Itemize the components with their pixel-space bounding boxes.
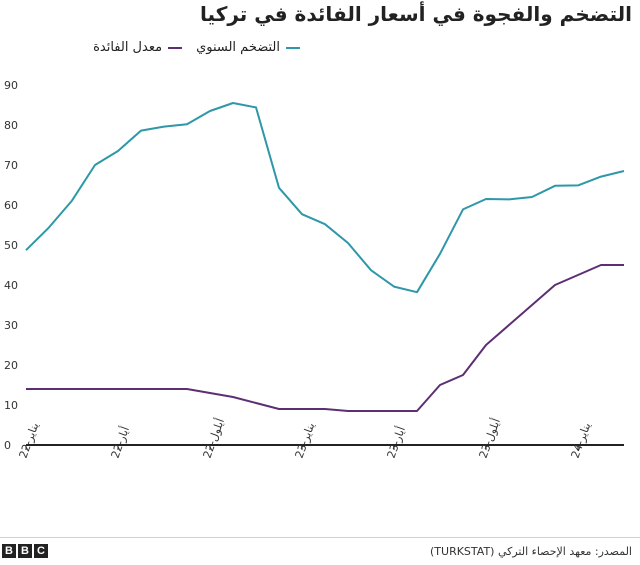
y-tick-label: 90 [4,79,18,92]
series-layer [25,102,625,412]
series-line-inflation [25,102,625,294]
legend-swatch-inflation [286,46,300,49]
x-tick-label: أيار-22 [108,424,132,460]
chart-title: التضخم والفجوة في أسعار الفائدة في تركيا [200,2,632,26]
y-tick-label: 20 [4,359,18,372]
bbc-logo: B B C [2,544,48,558]
legend-swatch-interest-rate [168,46,183,49]
legend-item-interest-rate: معدل الفائدة [93,40,183,55]
chart-legend: التضخم السنوي معدل الفائدة [93,40,300,55]
legend-label-inflation: التضخم السنوي [196,40,280,55]
y-tick-label: 40 [4,279,18,292]
series-line-interest-rate [26,264,624,412]
y-tick-label: 70 [4,159,18,172]
footer-divider [0,537,640,538]
x-axis: يناير-22 أيار-22 أيلول-22 يناير-23 أيار-23 أي… [17,416,624,460]
legend-label-interest-rate: معدل الفائدة [93,40,163,55]
x-tick-label: أيار-23 [384,424,408,460]
x-tick-label: أيلول-22 [200,416,227,460]
y-tick-label: 80 [4,119,18,132]
x-tick-label: يناير-22 [17,421,42,460]
y-tick-label: 60 [4,199,18,212]
source-note: المصدر: معهد الإحصاء التركي (TURKSTAT) [430,545,632,558]
x-tick-label: أيلول-23 [476,416,503,460]
y-axis: 0 10 20 30 40 50 60 70 80 90 [4,79,18,452]
bbc-logo-letter: B [18,544,32,558]
y-tick-label: 0 [4,439,11,452]
x-tick-label: يناير-23 [293,421,318,460]
x-tick-label: يناير-24 [569,421,594,460]
bbc-logo-letter: C [34,544,48,558]
y-tick-label: 10 [4,399,18,412]
y-tick-label: 50 [4,239,18,252]
y-tick-label: 30 [4,319,18,332]
legend-item-inflation: التضخم السنوي [196,40,300,55]
line-chart: 0 10 20 30 40 50 60 70 80 90 يناير-22 أيار-22 أيلول… [4,79,625,460]
bbc-logo-letter: B [2,544,16,558]
